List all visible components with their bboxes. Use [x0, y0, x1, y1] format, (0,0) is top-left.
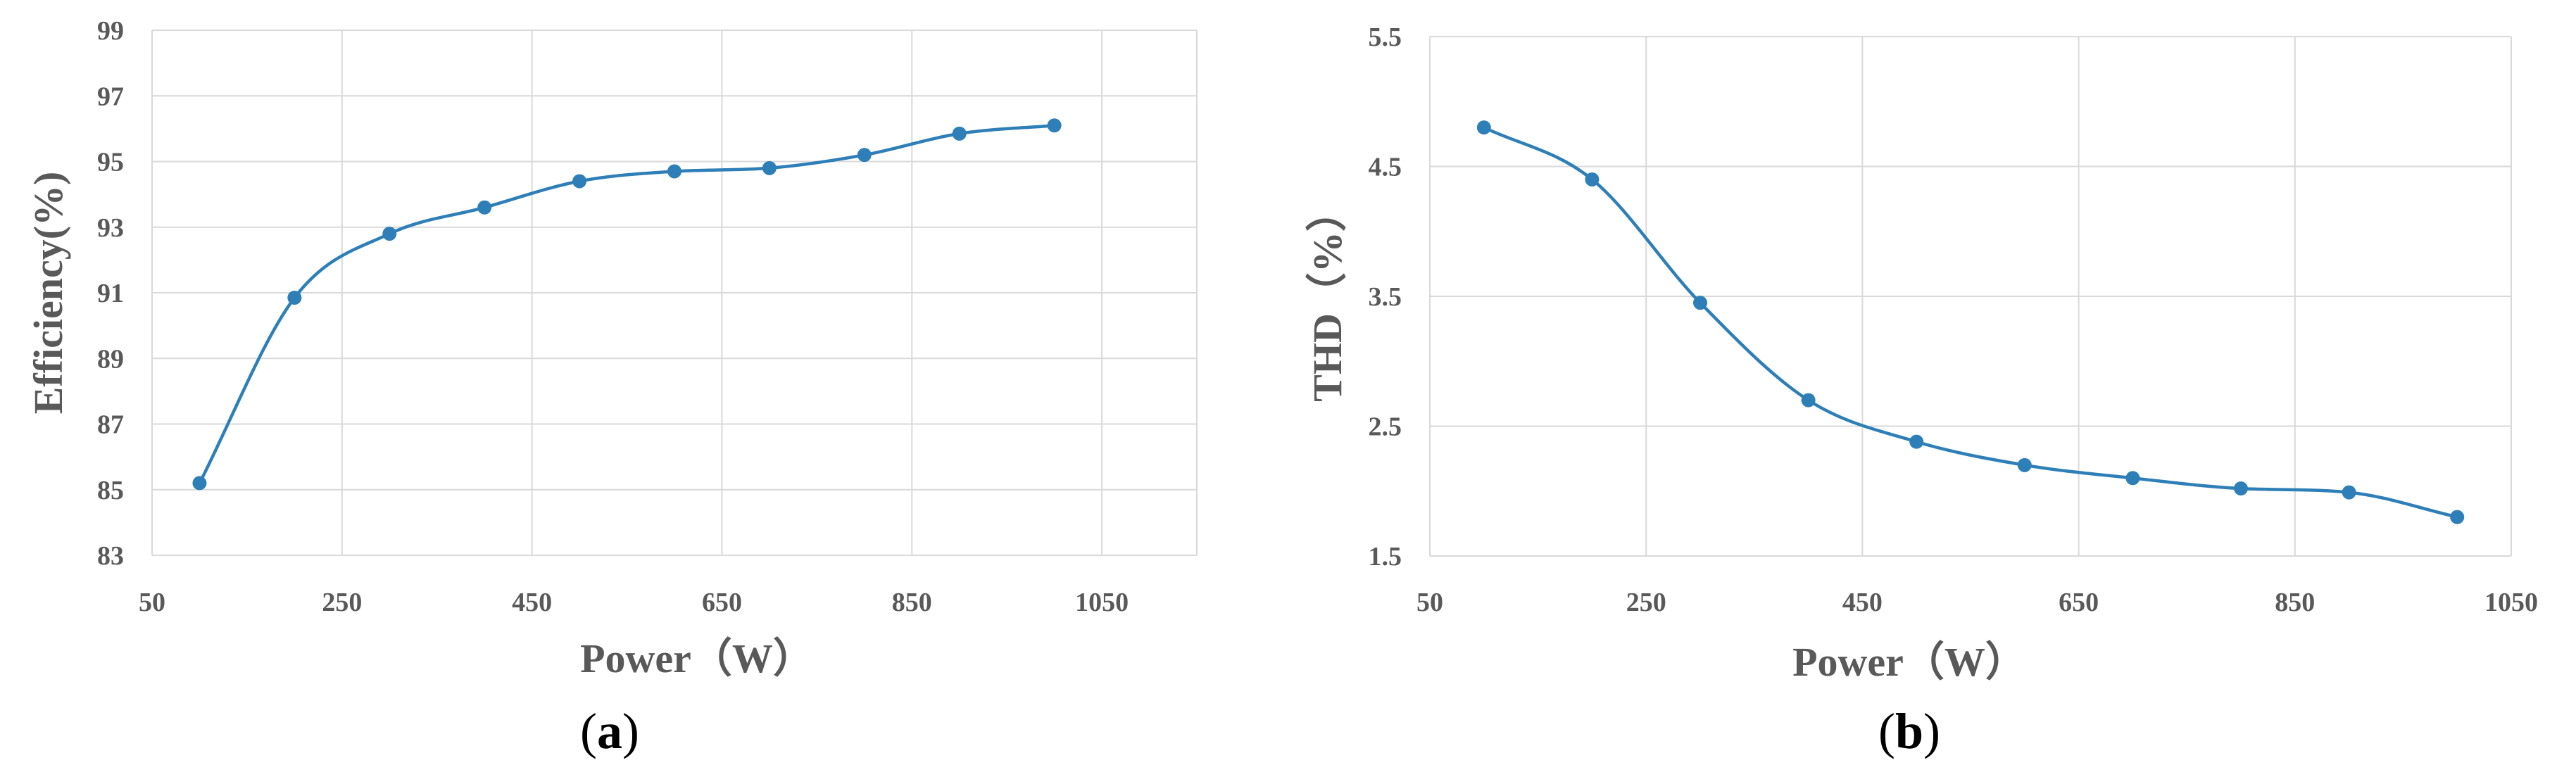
y-tick-label: 83: [97, 541, 124, 571]
data-point: [1693, 296, 1707, 310]
x-tick-label: 250: [1626, 588, 1666, 617]
data-point: [667, 164, 681, 179]
y-tick-label: 87: [97, 410, 124, 440]
data-point: [2342, 485, 2356, 500]
x-axis-title-b: Power（W）: [1792, 639, 2026, 685]
y-axis-title-a: Efficiency(%): [25, 172, 71, 415]
x-tick-label: 250: [322, 588, 362, 617]
data-point: [287, 290, 302, 305]
data-point: [477, 200, 492, 215]
data-point: [762, 160, 777, 175]
y-tick-label: 85: [97, 476, 124, 505]
data-point: [1476, 120, 1491, 135]
data-point: [382, 227, 397, 241]
y-tick-label: 97: [97, 82, 124, 111]
data-point: [1047, 118, 1062, 133]
series-points-b: [1476, 120, 2465, 524]
y-tick-label: 89: [97, 344, 124, 374]
x-tick-label: 50: [139, 588, 165, 617]
y-tick-label: 93: [97, 213, 124, 243]
y-tick-label: 91: [97, 279, 124, 308]
x-tick-label: 650: [2059, 588, 2099, 617]
grid-a: [151, 30, 1198, 556]
data-point: [2017, 457, 2032, 472]
x-tick-label: 450: [1842, 588, 1883, 617]
y-tick-labels-a: 83 85 87 89 91 93 95 97 99: [97, 16, 124, 571]
x-axis-title-a: Power（W）: [580, 636, 814, 681]
x-tick-label: 1050: [2484, 588, 2538, 617]
panel-label-b: (b): [1878, 703, 1940, 759]
data-point: [2125, 471, 2140, 486]
x-tick-label: 850: [892, 588, 932, 617]
data-point: [192, 476, 207, 491]
series-points-a: [192, 118, 1062, 491]
y-tick-label: 99: [97, 16, 124, 46]
data-point: [857, 148, 872, 163]
y-tick-label: 5.5: [1369, 23, 1402, 52]
chart-panel-a: 83 85 87 89 91 93 95 97 99 50 250 450 650 850 1050 Po…: [25, 16, 1198, 759]
y-tick-label: 2.5: [1369, 412, 1402, 442]
x-tick-label: 50: [1416, 588, 1443, 617]
data-point: [2450, 510, 2465, 524]
panel-label-b-close: ): [1923, 703, 1940, 759]
panel-label-a-close: ): [622, 703, 639, 759]
y-tick-label: 3.5: [1369, 282, 1402, 312]
data-point: [1801, 393, 1816, 408]
panel-label-a: (a): [580, 703, 639, 759]
x-tick-labels-b: 50 250 450 650 850 1050: [1416, 588, 2538, 617]
y-tick-label: 95: [97, 148, 124, 177]
grid-b: [1429, 36, 2512, 557]
y-axis-title-b: THD（%）: [1305, 191, 1350, 402]
x-tick-label: 650: [702, 588, 742, 617]
panel-label-b-letter: b: [1895, 703, 1923, 759]
series-line-a: [198, 123, 1055, 484]
y-tick-label: 1.5: [1369, 542, 1402, 571]
data-point: [952, 126, 967, 141]
x-tick-label: 850: [2275, 588, 2315, 617]
data-point: [572, 174, 587, 189]
panel-label-a-open: (: [580, 703, 597, 759]
panel-label-a-letter: a: [597, 703, 622, 759]
y-tick-labels-b: 1.5 2.5 3.5 4.5 5.5: [1369, 23, 1402, 571]
data-point: [1585, 172, 1600, 187]
x-tick-label: 1050: [1075, 588, 1129, 617]
y-tick-label: 4.5: [1369, 153, 1402, 182]
chart-panel-b: 1.5 2.5 3.5 4.5 5.5 50 250 450 650 850 1050 Power…: [1305, 23, 2538, 759]
x-tick-labels-a: 50 250 450 650 850 1050: [139, 588, 1129, 617]
x-tick-label: 450: [512, 588, 552, 617]
data-point: [2234, 481, 2248, 496]
series-line-b: [1483, 126, 2458, 519]
panel-label-b-open: (: [1878, 703, 1895, 759]
data-point: [1909, 434, 1924, 449]
